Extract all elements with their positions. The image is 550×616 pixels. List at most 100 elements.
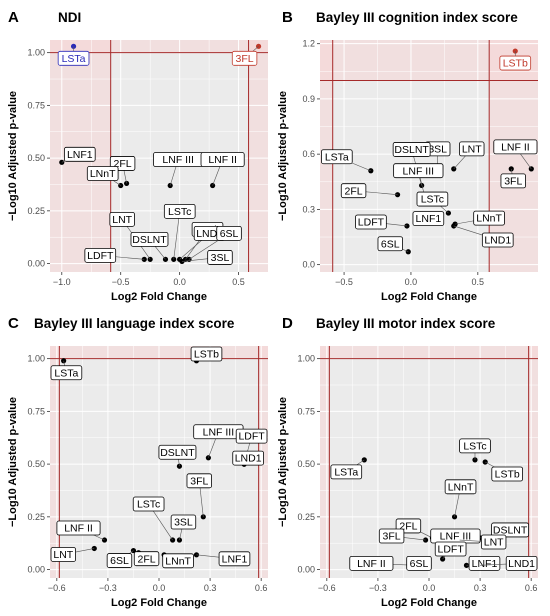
- label-box: [186, 473, 212, 489]
- label-text: LNT: [462, 143, 482, 155]
- x-tick-label: −0.3: [369, 583, 387, 593]
- point-label: LSTa: [50, 360, 83, 381]
- label-box: [86, 166, 119, 181]
- y-tick-label: 0.25: [27, 206, 45, 216]
- label-text: 3SL: [211, 252, 230, 264]
- y-tick-label: 0.9: [302, 94, 315, 104]
- point-label: LSTc: [416, 191, 449, 214]
- label-text: 2FL: [345, 185, 363, 197]
- points-layer: LSTa LSTb LNF III LDFT DSLNT LND1 3FL LSTc 3SL LN…: [50, 346, 268, 569]
- label-box: [355, 214, 387, 230]
- point-label: 3FL: [231, 46, 259, 66]
- label-box: [392, 142, 431, 157]
- label-text: 3FL: [383, 531, 401, 543]
- point-label: DSLNT: [158, 444, 197, 467]
- point-label: LSTa: [321, 149, 371, 172]
- panel-letter: B: [282, 9, 293, 26]
- x-tick-label: 0.0: [173, 277, 186, 287]
- x-tick-label: −0.5: [112, 277, 130, 287]
- panel-title: Bayley III language index score: [34, 316, 235, 331]
- label-box: [416, 191, 449, 207]
- point-label: LNF II: [493, 139, 538, 170]
- label-box: [158, 444, 197, 460]
- x-tick-label: 0.5: [232, 277, 245, 287]
- label-text: 6SL: [410, 558, 429, 570]
- label-text: LSTa: [54, 367, 78, 379]
- point-label: LNF II: [56, 520, 105, 541]
- y-tick-label: 0.75: [27, 100, 45, 110]
- point-label: 2FL: [133, 551, 160, 567]
- point-label: LSTc: [459, 438, 491, 460]
- point-label: LDFT: [434, 541, 467, 560]
- label-text: LNF II: [208, 154, 237, 166]
- panel-title: NDI: [58, 10, 81, 25]
- label-box: [473, 210, 505, 226]
- data-point-lnnt: [451, 514, 458, 520]
- point-label: 6SL: [406, 555, 432, 571]
- point-label: LNF III: [153, 152, 204, 186]
- label-text: LNF1: [222, 553, 248, 565]
- label-text: LNnT: [476, 213, 502, 225]
- label-box: [393, 163, 444, 179]
- panel-c: C Bayley III language index score −0.6 −0.3…: [7, 315, 268, 609]
- label-box: [133, 551, 160, 567]
- label-text: DSLNT: [493, 525, 528, 537]
- label-box: [50, 547, 77, 562]
- x-tick-label: 0.3: [204, 583, 217, 593]
- point-label: 2FL: [340, 183, 398, 199]
- point-label: LNnT: [86, 166, 121, 186]
- point-label: LND1: [480, 555, 538, 571]
- panel-letter: C: [8, 315, 19, 332]
- label-box: [444, 479, 477, 495]
- x-tick-label: 0.5: [472, 277, 485, 287]
- point-label: LDFT: [235, 428, 268, 465]
- point-label: LNT: [50, 547, 95, 562]
- label-box: [468, 555, 501, 571]
- label-box: [132, 496, 165, 512]
- label-text: LSTb: [194, 349, 219, 361]
- label-box: [57, 50, 90, 66]
- panel-b: B Bayley III cognition index score −0.5 0.0…: [277, 9, 538, 303]
- shade-right: [528, 346, 538, 578]
- label-box: [50, 365, 83, 381]
- label-text: LSTc: [421, 194, 444, 206]
- label-text: LNT: [112, 214, 132, 226]
- label-text: LDFT: [87, 250, 114, 262]
- label-box: [56, 520, 101, 536]
- data-point-lnd1: [451, 223, 457, 229]
- label-box: [170, 514, 197, 530]
- point-label: LSTc: [132, 496, 173, 541]
- label-text: LNF III: [162, 154, 194, 166]
- shade-left: [50, 346, 60, 578]
- label-text: LNT: [484, 537, 504, 549]
- point-label: LDFT: [355, 214, 407, 230]
- label-text: LNF1: [67, 149, 93, 161]
- label-box: [340, 183, 367, 199]
- label-text: DSLNT: [160, 447, 195, 459]
- label-text: LND1: [235, 453, 262, 465]
- panel-a: A NDI −1.0 −0.5 0.0 0.5 0.00 0.25 0.50 0.75 1.00 Lo…: [7, 9, 268, 303]
- y-tick-label: 0.3: [302, 204, 315, 214]
- label-text: 3FL: [236, 53, 254, 65]
- point-label: LNF III: [193, 424, 244, 458]
- point-label: LSTa: [57, 46, 90, 66]
- label-text: LNF III: [203, 426, 235, 438]
- point-label: 6SL: [188, 225, 242, 260]
- label-box: [493, 139, 538, 155]
- label-box: [499, 55, 532, 71]
- label-text: LSTa: [325, 151, 349, 163]
- label-box: [190, 346, 223, 362]
- panel-letter: A: [8, 9, 19, 26]
- x-axis-title: Log2 Fold Change: [111, 291, 207, 303]
- label-text: LDFT: [438, 544, 465, 556]
- y-tick-label: 1.00: [27, 48, 45, 58]
- data-point-3sl: [179, 258, 185, 265]
- panel-letter: D: [282, 315, 293, 332]
- label-text: 3FL: [504, 175, 522, 187]
- label-box: [480, 534, 507, 550]
- label-text: DSLNT: [394, 144, 429, 156]
- label-box: [200, 152, 245, 167]
- leader-line: [173, 211, 181, 260]
- point-label: LSTc: [163, 203, 196, 260]
- label-text: LNF III: [403, 165, 435, 177]
